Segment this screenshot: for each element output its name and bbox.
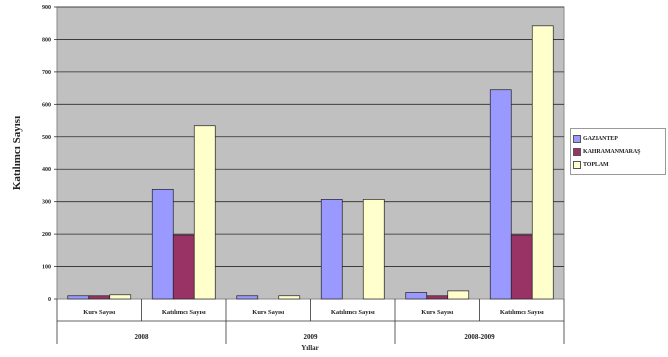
- y-tick-label: 700: [42, 70, 51, 76]
- x-axis-groups: 2008 2009 2008-2009: [135, 333, 496, 341]
- y-tick-label: 800: [42, 37, 51, 43]
- x-category-label: Kurs Sayısı: [421, 309, 453, 316]
- legend-label-gaziantep: GAZIANTEP: [583, 135, 618, 142]
- y-tick-label: 600: [42, 102, 51, 108]
- legend-item-gaziantep: GAZIANTEP: [573, 132, 663, 145]
- legend-item-kahramanmaras: KAHRAMANMARAŞ: [573, 145, 663, 158]
- x-category-label: Katılımcı Sayısı: [500, 309, 544, 316]
- y-tick-label: 400: [42, 167, 51, 173]
- bar-gaziantep-4: [405, 292, 428, 300]
- legend: GAZIANTEP KAHRAMANMARAŞ TOPLAM: [570, 128, 666, 175]
- x-group-label: 2009: [304, 333, 319, 341]
- x-category-label: Katılımcı Sayısı: [162, 309, 206, 316]
- gridlines: [57, 6, 564, 267]
- bar-kahramanmara--1: [172, 234, 195, 300]
- legend-item-toplam: TOPLAM: [573, 158, 663, 171]
- bar-kahramanmara--4: [426, 295, 449, 300]
- x-axis-categories: Kurs Sayısı Katılımcı Sayısı Kurs Sayısı Ka…: [56, 299, 565, 344]
- legend-label-toplam: TOPLAM: [583, 161, 609, 168]
- bar-gaziantep-3: [320, 199, 343, 300]
- bars: [67, 25, 554, 300]
- y-axis-title: Katılımcı Sayısı: [11, 116, 23, 190]
- y-tick-label: 900: [42, 5, 51, 11]
- y-tick-label: 300: [42, 200, 51, 206]
- x-group-label: 2008-2009: [464, 333, 495, 341]
- plot-area: [56, 6, 565, 300]
- y-tick-label: 0: [48, 297, 51, 303]
- x-category-label: Kurs Sayısı: [83, 309, 115, 316]
- bar-toplam-5: [531, 25, 554, 300]
- bar-gaziantep-2: [236, 295, 259, 300]
- legend-swatch-toplam: [573, 160, 581, 169]
- bar-toplam-1: [193, 125, 216, 300]
- x-category-label: Katılımcı Sayısı: [331, 309, 375, 316]
- bar-toplam-2: [278, 295, 301, 300]
- y-tick-label: 500: [42, 135, 51, 141]
- bar-toplam-4: [447, 290, 470, 300]
- legend-label-kahramanmaras: KAHRAMANMARAŞ: [583, 148, 641, 155]
- bar-toplam-3: [362, 199, 385, 300]
- bar-gaziantep-1: [151, 188, 174, 300]
- x-axis-title: Yıllar: [301, 344, 319, 352]
- x-group-label: 2008: [135, 333, 150, 341]
- x-category-label: Kurs Sayısı: [252, 309, 284, 316]
- bar-kahramanmara--5: [510, 234, 533, 300]
- bar-gaziantep-5: [489, 89, 512, 300]
- bar-gaziantep-0: [67, 295, 90, 300]
- y-axis-ticks: 0 100 200 300 400 500 600 700 800 900: [42, 5, 57, 303]
- legend-swatch-kahramanmaras: [573, 147, 581, 156]
- y-tick-label: 200: [42, 232, 51, 238]
- legend-swatch-gaziantep: [573, 134, 581, 143]
- bar-kahramanmara--0: [88, 295, 111, 300]
- bar-toplam-0: [109, 294, 132, 300]
- y-tick-label: 100: [42, 265, 51, 271]
